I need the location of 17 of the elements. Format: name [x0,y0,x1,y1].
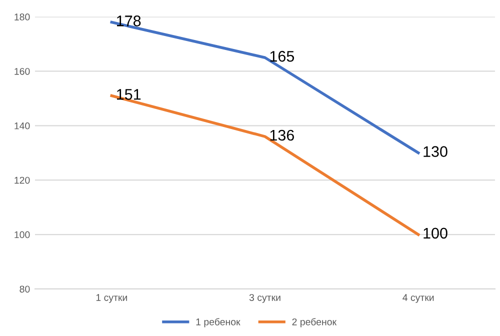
data-label: 100 [424,228,448,239]
data-label: 130 [424,146,448,157]
y-tick-label: 180 [14,14,30,20]
x-tick-label: 3 сутки [249,294,280,303]
y-tick-label: 100 [14,231,30,238]
legend-label: 1 ребенок [196,318,240,328]
legend-label: 2 ребенок [292,318,337,328]
x-tick-label: 1 сутки [96,294,127,303]
data-label: 136 [270,130,294,141]
data-label: 178 [117,16,141,26]
y-tick-label: 160 [14,68,30,75]
y-tick-label: 80 [20,286,30,293]
y-tick-label: 120 [14,176,30,184]
y-tick-label: 140 [14,122,30,130]
x-tick-label: 4 сутки [402,294,434,303]
data-label: 165 [270,50,294,62]
data-label: 151 [117,89,141,100]
